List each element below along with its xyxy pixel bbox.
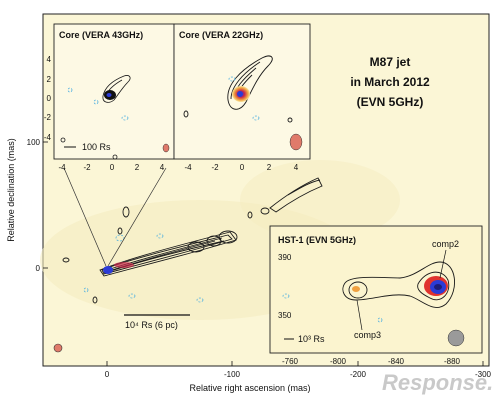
- inset-43-ytick-1: 2: [47, 75, 52, 84]
- y-tick-1: 0: [36, 264, 41, 273]
- inset-22-xtick-3: 2: [267, 163, 272, 172]
- inset-43-ytick-4: -4: [44, 133, 52, 142]
- main-title-line-1: M87 jet: [370, 55, 411, 69]
- inset-hst1-xtick-0: -760: [282, 357, 299, 366]
- inset-hst1-scale-label: 10³ Rs: [298, 334, 325, 344]
- x-tick-1: -100: [224, 370, 241, 379]
- inset-22-beam: [289, 133, 303, 151]
- annotation-comp3: comp3: [354, 330, 381, 340]
- annotation-comp2: comp2: [432, 239, 459, 249]
- inset-43-xtick-1: -2: [83, 163, 91, 172]
- inset-core-22ghz: Core (VERA 22GHz) -4 -2 0 2 4: [173, 23, 311, 172]
- y-axis-label: Relative declination (mas): [6, 138, 16, 242]
- inset-hst1-xtick-3: -880: [444, 357, 461, 366]
- inset-43-xtick-2: 0: [110, 163, 115, 172]
- inset-22-xtick-2: 0: [240, 163, 245, 172]
- inset-hst1-beam: [447, 329, 465, 347]
- negative-contours: [83, 233, 204, 303]
- inset-43-xtick-3: 2: [135, 163, 140, 172]
- inset-43-title: Core (VERA 43GHz): [59, 30, 143, 40]
- x-tick-2: -200: [350, 370, 367, 379]
- inset-hst1-xtick-1: -800: [330, 357, 347, 366]
- y-tick-0: 100: [27, 138, 41, 147]
- inset-43-xtick-0: -4: [58, 163, 66, 172]
- inset-hst1-ytick-0: 390: [278, 253, 292, 262]
- inset-22-xtick-4: 4: [294, 163, 299, 172]
- inset-43-beam: [162, 143, 170, 153]
- watermark: Response.: [382, 370, 493, 395]
- inset-22-xtick-0: -4: [184, 163, 192, 172]
- inset-hst1-xtick-2: -840: [388, 357, 405, 366]
- inset-43-xtick-4: 4: [160, 163, 165, 172]
- inset-43-ytick-2: 0: [47, 94, 52, 103]
- main-title-line-3: (EVN 5GHz): [357, 95, 424, 109]
- inset-43-scale-label: 100 Rs: [82, 142, 111, 152]
- main-scale-label: 10⁴ Rs (6 pc): [125, 320, 178, 330]
- zoom-connectors: [63, 167, 167, 267]
- x-ticks: [106, 361, 484, 366]
- jet-contours: [62, 177, 359, 304]
- inset-43-ytick-0: 4: [47, 55, 52, 64]
- inset-core-43ghz: Core (VERA 43GHz) 100 Rs 4 2 0 -2 -4 -4 …: [44, 23, 175, 172]
- x-tick-3: -300: [475, 370, 492, 379]
- main-title-line-2: in March 2012: [350, 75, 430, 89]
- jet-core: [103, 266, 113, 274]
- inset-hst1-title: HST-1 (EVN 5GHz): [278, 235, 356, 245]
- inset-hst1: HST-1 (EVN 5GHz) comp2 comp3 10³ Rs 390 …: [269, 225, 483, 366]
- inset-hst1-ytick-1: 350: [278, 311, 292, 320]
- x-axis-label: Relative right ascension (mas): [189, 383, 310, 393]
- main-beam: [53, 343, 63, 353]
- x-tick-0: 0: [105, 370, 110, 379]
- y-ticks: [43, 141, 48, 269]
- inset-22-xtick-1: -2: [211, 163, 219, 172]
- inset-43-ytick-3: -2: [44, 113, 52, 122]
- inset-22-title: Core (VERA 22GHz): [179, 30, 263, 40]
